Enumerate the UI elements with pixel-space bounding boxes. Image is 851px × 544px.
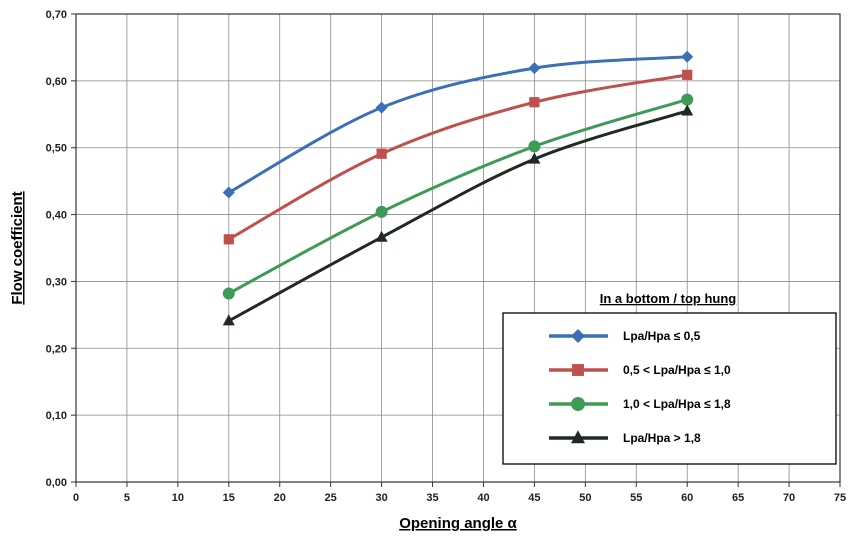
x-tick-label: 50 [579,492,591,504]
data-point-circle-marker [222,287,235,300]
legend-label: Lpa/Hpa > 1,8 [623,431,701,445]
x-tick-label: 5 [124,492,130,504]
legend-item-1: Lpa/Hpa ≤ 0,5 [549,329,701,343]
legend: Lpa/Hpa ≤ 0,5 0,5 < Lpa/Hpa ≤ 1,0 1,0 < Lp… [549,329,731,445]
data-point-triangle-marker [375,230,388,242]
legend-label: Lpa/Hpa ≤ 0,5 [623,329,701,343]
y-tick-label: 0,30 [46,276,67,288]
legend-label: 0,5 < Lpa/Hpa ≤ 1,0 [623,363,731,377]
y-tick-label: 0,20 [46,343,67,355]
legend-diamond-marker [571,329,585,343]
legend-item-3: 1,0 < Lpa/Hpa ≤ 1,8 [549,397,731,411]
series-line [227,73,689,241]
series-1 [222,50,694,199]
data-point-triangle-marker [528,152,541,164]
x-tick-label: 60 [681,492,693,504]
y-tick-label: 0,60 [46,76,67,88]
x-tick-label: 65 [732,492,744,504]
data-point-diamond-marker [681,50,694,63]
data-point-diamond-marker [222,186,235,199]
x-axis-title: Opening angle α [399,515,517,532]
series-3 [222,93,694,300]
legend-item-4: Lpa/Hpa > 1,8 [549,430,701,445]
y-tick-label: 0,50 [46,143,67,155]
x-tick-label: 0 [73,492,79,504]
series-line [227,55,689,195]
legend-circle-marker [571,397,585,411]
data-point-circle-marker [681,93,694,106]
x-tick-label: 20 [274,492,286,504]
y-tick-label: 0,40 [46,210,67,222]
data-point-circle-marker [375,205,388,218]
x-tick-label: 75 [834,492,846,504]
x-tick-label: 30 [375,492,387,504]
x-tick-label: 35 [426,492,438,504]
data-point-triangle-marker [222,314,235,326]
series-line [227,98,689,295]
y-axis-ticks: 0,00 0,10 0,20 0,30 0,40 0,50 0,60 0,70 [46,9,76,489]
data-point-circle-marker [528,140,541,153]
data-point-diamond-marker [528,62,541,75]
x-axis-ticks: 0 5 10 15 20 25 30 35 40 45 50 55 60 65 70 75 [73,482,846,504]
data-point-square-marker [223,234,234,245]
x-tick-label: 10 [172,492,184,504]
y-tick-label: 0,00 [46,477,67,489]
series-4 [222,104,694,326]
series-line [227,109,689,323]
legend-title: In a bottom / top hung [600,291,737,306]
y-tick-label: 0,10 [46,410,67,422]
data-point-diamond-marker [375,101,388,114]
legend-triangle-marker [571,430,585,444]
series-2 [223,69,693,245]
x-tick-label: 45 [528,492,540,504]
legend-label: 1,0 < Lpa/Hpa ≤ 1,8 [623,397,731,411]
legend-item-2: 0,5 < Lpa/Hpa ≤ 1,0 [549,363,731,377]
data-point-square-marker [682,69,693,80]
x-tick-label: 55 [630,492,642,504]
y-axis-title: Flow coefficient [9,191,26,304]
data-point-square-marker [376,148,387,159]
series-lines [222,50,694,326]
x-tick-label: 15 [223,492,235,504]
y-tick-label: 0,70 [46,9,67,21]
legend-square-marker [572,364,584,376]
data-point-square-marker [529,97,540,108]
plot-area-frame [75,13,841,483]
x-tick-label: 40 [477,492,489,504]
x-tick-label: 25 [325,492,337,504]
x-tick-label: 70 [783,492,795,504]
data-point-triangle-marker [681,104,694,116]
